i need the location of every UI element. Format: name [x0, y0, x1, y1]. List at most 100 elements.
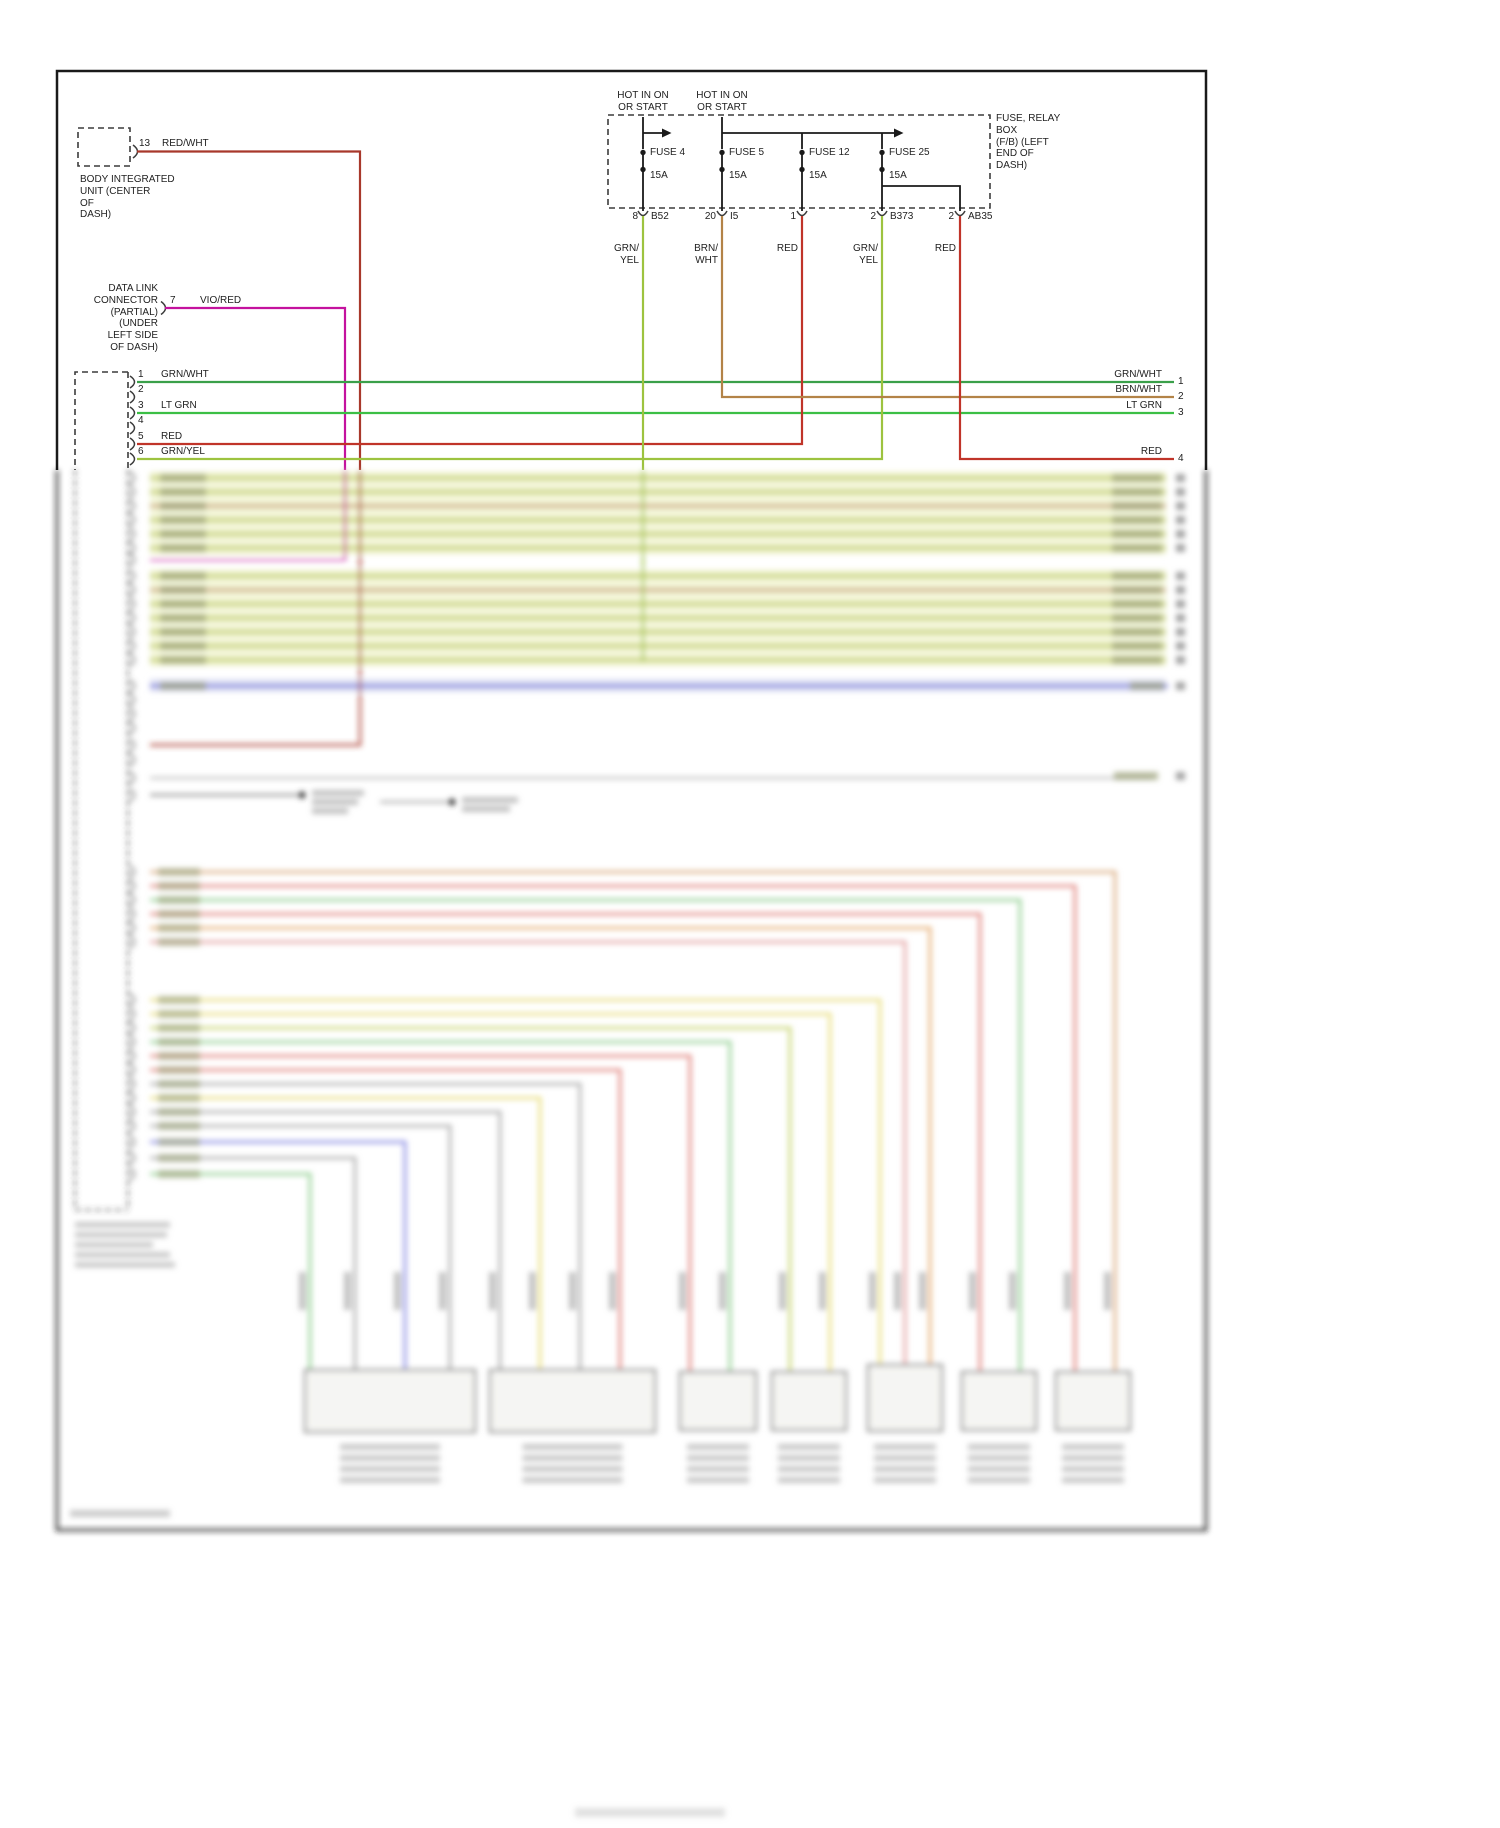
blurred-vertical-label	[1104, 1272, 1111, 1310]
blurred-wire	[150, 1040, 732, 1374]
blurred-caption	[687, 1455, 749, 1461]
blurred-component-box	[304, 1369, 476, 1433]
blurred-label	[1112, 614, 1162, 622]
hot-label-2: HOT IN ON OR START	[696, 90, 748, 113]
wire-vio-red	[165, 306, 347, 470]
blurred-label	[158, 910, 200, 918]
data-link-connector-arc	[160, 300, 167, 316]
data-link-pin: 7	[170, 295, 176, 306]
blurred-label	[160, 572, 206, 580]
blurred-label	[158, 1010, 200, 1018]
blurred-vertical-label	[569, 1272, 576, 1310]
blurred-vertical-label	[679, 1272, 686, 1310]
blurred-pin-arc	[129, 611, 136, 625]
blurred-label	[160, 642, 206, 650]
blurred-label	[158, 1170, 200, 1178]
blurred-vertical-label	[529, 1272, 536, 1310]
blurred-caption	[340, 1444, 440, 1450]
blurred-label	[160, 488, 206, 496]
blurred-label	[160, 530, 206, 538]
blurred-label	[1112, 572, 1162, 580]
blurred-pin-arc	[129, 1135, 136, 1149]
blurred-caption	[340, 1455, 440, 1461]
blurred-label	[158, 1138, 200, 1146]
blurred-caption	[874, 1466, 936, 1472]
blurred-note	[75, 1232, 167, 1238]
blurred-pin-arc	[129, 1021, 136, 1035]
blurred-caption	[1062, 1477, 1124, 1483]
left-pin-1: 1	[138, 369, 144, 380]
blurred-wire	[150, 940, 907, 1374]
blurred-caption	[778, 1466, 840, 1472]
fuse-12-amp: 15A	[809, 170, 827, 181]
blurred-component-box	[771, 1371, 847, 1431]
blurred-label	[160, 656, 206, 664]
blurred-wire	[150, 1054, 692, 1374]
wire-red-wht	[137, 150, 362, 470]
diagram-wires	[137, 150, 1174, 470]
right-pin-1: 1	[1178, 376, 1184, 387]
blurred-pin-number	[1176, 544, 1185, 552]
blurred-pin-arc	[129, 1007, 136, 1021]
blurred-vertical-label	[1064, 1272, 1071, 1310]
fuse-box-title: FUSE, RELAY BOX (F/B) (LEFT END OF DASH)	[996, 113, 1061, 172]
blurred-caption	[522, 1455, 623, 1461]
blurred-label	[158, 1066, 200, 1074]
blurred-pin-arc	[129, 485, 136, 499]
blurred-label	[312, 808, 348, 814]
exit-wire-grn-yel-1: GRN/ YEL	[614, 243, 639, 266]
blurred-splice-dot	[448, 798, 456, 806]
blurred-wire	[150, 1026, 792, 1374]
blurred-caption	[687, 1477, 749, 1483]
blurred-label	[160, 516, 206, 524]
blurred-label	[462, 806, 510, 812]
blurred-caption	[687, 1466, 749, 1472]
right-pin-4: 4	[1178, 453, 1184, 464]
blurred-label	[160, 544, 206, 552]
blurred-caption	[778, 1477, 840, 1483]
feed-arrow-1	[662, 128, 672, 138]
blurred-label	[158, 1122, 200, 1130]
blurred-caption	[968, 1477, 1030, 1483]
blurred-vertical-label	[869, 1272, 876, 1310]
blurred-caption	[340, 1477, 440, 1483]
feed-arrow-2	[894, 128, 904, 138]
exit-pin-i5: 20	[704, 211, 716, 222]
left-pin-5: 5	[138, 431, 144, 442]
blurred-caption	[778, 1444, 840, 1450]
left-pin-6: 6	[138, 446, 144, 457]
blurred-caption	[874, 1455, 936, 1461]
blurred-pin-arc	[129, 1035, 136, 1049]
diagram-linework	[55, 69, 1208, 470]
blurred-label	[160, 586, 206, 594]
blurred-vertical-label	[719, 1272, 726, 1310]
blurred-pin-arc	[129, 513, 136, 527]
page-border-top	[55, 69, 1208, 470]
blurred-label	[1114, 772, 1158, 780]
fuse-4-label: FUSE 4	[650, 147, 686, 158]
wire-red-wht-lower	[150, 470, 362, 747]
blurred-label	[158, 882, 200, 890]
blurred-pin-arc	[129, 1151, 136, 1165]
exit-pin-ab35: 2	[948, 211, 954, 222]
blurred-wire	[150, 1110, 502, 1374]
blurred-caption	[340, 1466, 440, 1472]
blurred-label	[1112, 488, 1162, 496]
blurred-component-box	[679, 1371, 757, 1431]
data-link-label: DATA LINK CONNECTOR (PARTIAL) (UNDER LEF…	[93, 283, 158, 353]
blurred-label	[158, 1080, 200, 1088]
blurred-wire	[150, 1124, 452, 1374]
blurred-caption	[874, 1444, 936, 1450]
blurred-label	[1112, 502, 1162, 510]
blurred-wire	[150, 1082, 582, 1374]
data-link-wire: VIO/RED	[200, 295, 242, 306]
fuse-25-label: FUSE 25	[889, 147, 930, 158]
wire-red-ab35	[958, 216, 1174, 461]
blurred-pin-arc	[129, 693, 136, 707]
blurred-pin-arc	[129, 597, 136, 611]
blurred-vertical-label	[489, 1272, 496, 1310]
blurred-pin-arc	[129, 569, 136, 583]
right-pin-3: 3	[1178, 407, 1184, 418]
left-wire-3: LT GRN	[161, 400, 197, 411]
blurred-label	[160, 682, 206, 690]
